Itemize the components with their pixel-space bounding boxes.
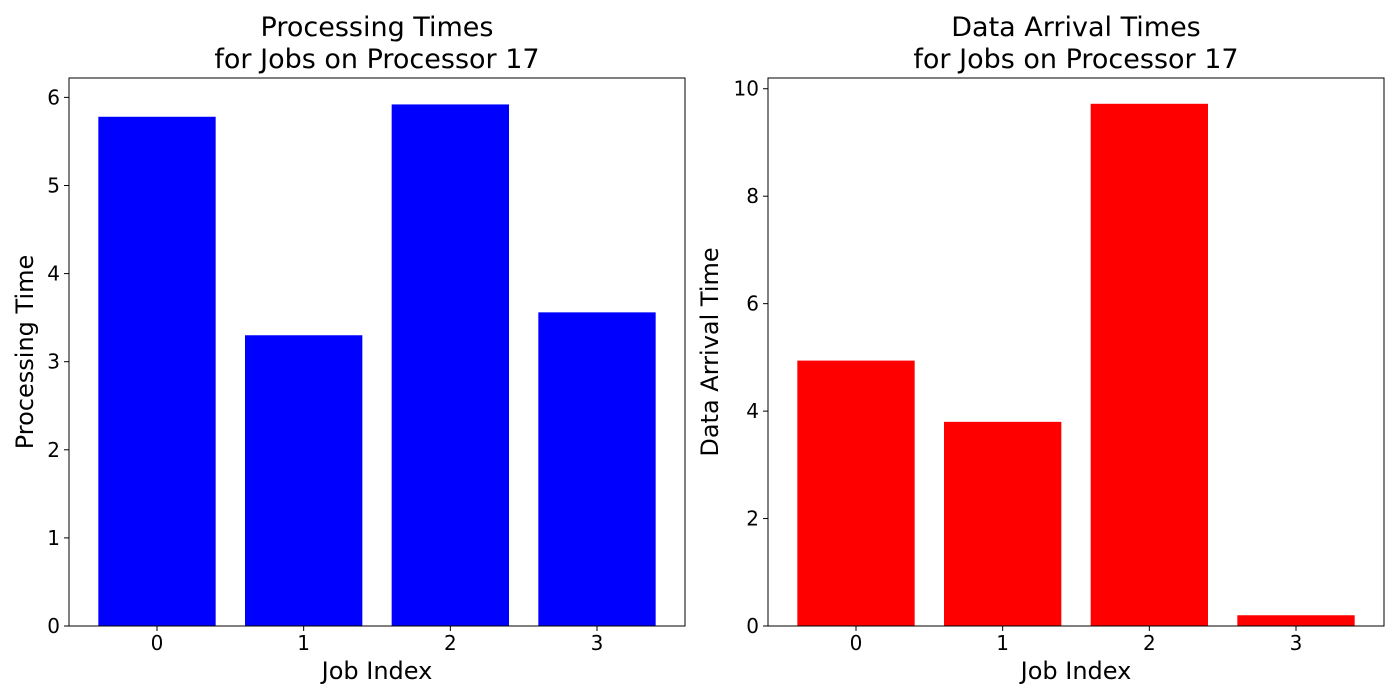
x-tick-label: 2 (444, 631, 457, 655)
y-tick-label: 6 (746, 292, 759, 316)
x-tick-label: 3 (1290, 631, 1303, 655)
bar-job-3 (1237, 615, 1355, 626)
chart-data-arrival-times: Data Arrival Times for Jobs on Processor… (696, 12, 1385, 685)
x-tick-label: 0 (151, 631, 164, 655)
y-tick-label: 4 (746, 399, 759, 423)
chart-title-line-1: Processing Times (261, 12, 494, 43)
y-axis-label: Processing Time (11, 255, 39, 450)
bar-job-2 (391, 104, 509, 627)
bar-job-0 (797, 360, 915, 626)
chart-title-line-2: for Jobs on Processor 17 (214, 44, 539, 75)
x-axis-label: Job Index (1019, 657, 1132, 685)
y-tick-label: 2 (746, 507, 759, 531)
y-axis-label: Data Arrival Time (696, 247, 724, 456)
y-tick-label: 2 (47, 438, 60, 462)
y-tick-label: 3 (47, 350, 60, 374)
bar-job-1 (245, 335, 363, 626)
axes-frame (68, 77, 686, 627)
y-tick-label: 8 (746, 184, 759, 208)
axes-frame (767, 77, 1385, 627)
y-tick-label: 4 (47, 262, 60, 286)
chart-processing-times: Processing Times for Jobs on Processor 1… (11, 12, 686, 685)
bar-job-2 (1090, 103, 1208, 627)
chart-title-line-2: for Jobs on Processor 17 (913, 44, 1238, 75)
bar-job-1 (944, 421, 1062, 626)
y-tick-label: 0 (47, 614, 60, 638)
y-tick-label: 1 (47, 526, 60, 550)
y-tick-label: 5 (47, 173, 60, 197)
x-tick-label: 3 (591, 631, 604, 655)
plot-area: 0 1 2 3 0 1 2 3 4 5 6 (47, 77, 686, 655)
x-tick-label: 2 (1143, 631, 1156, 655)
y-tick-label: 6 (47, 85, 60, 109)
y-tick-label: 10 (734, 77, 759, 101)
plot-area: 0 1 2 3 0 2 4 6 8 10 (734, 77, 1385, 655)
x-tick-label: 1 (996, 631, 1009, 655)
y-tick-label: 0 (746, 614, 759, 638)
chart-title-line-1: Data Arrival Times (951, 12, 1201, 43)
bar-job-0 (98, 116, 216, 627)
x-tick-label: 0 (850, 631, 863, 655)
x-tick-label: 1 (297, 631, 310, 655)
x-axis-label: Job Index (320, 657, 433, 685)
bar-job-3 (538, 312, 656, 626)
